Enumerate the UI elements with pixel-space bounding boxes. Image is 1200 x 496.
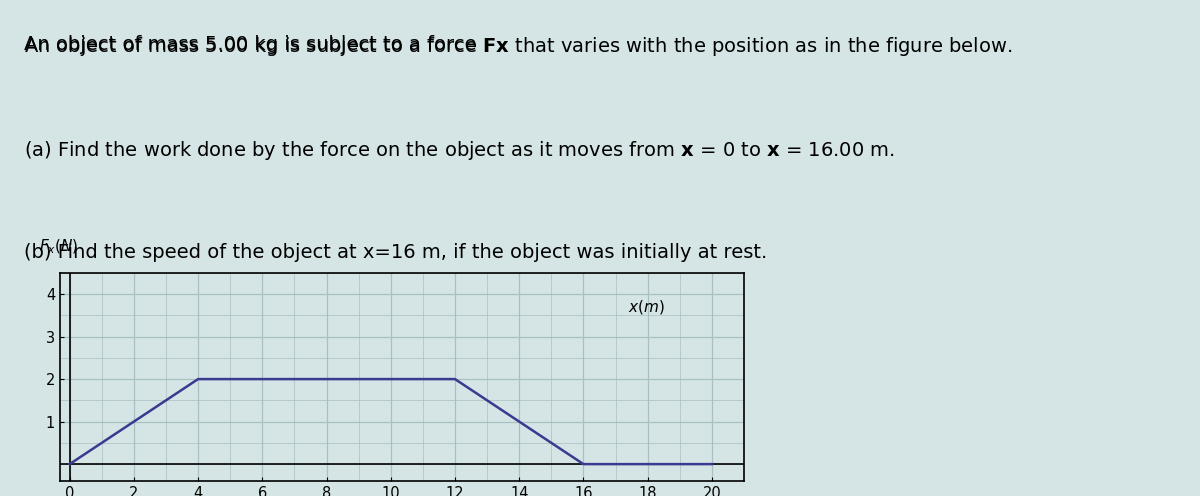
Text: (a) Find the work done by the force on the object as it moves from $\mathbf{x}$ : (a) Find the work done by the force on t… bbox=[24, 139, 895, 162]
Text: (b) Find the speed of the object at x=16 m, if the object was initially at rest.: (b) Find the speed of the object at x=16… bbox=[24, 243, 767, 262]
Text: $F_x(N)$: $F_x(N)$ bbox=[40, 238, 79, 256]
Text: An object of mass 5.00 kg is subject to a force $\mathbf{Fx}$ that varies with t: An object of mass 5.00 kg is subject to … bbox=[24, 35, 1013, 58]
Text: An object of mass 5.00 kg is subject to a force      that varies with the positi: An object of mass 5.00 kg is subject to … bbox=[24, 35, 1010, 54]
Text: An object of mass 5.00 kg is subject to a force: An object of mass 5.00 kg is subject to … bbox=[24, 35, 482, 54]
Text: $x(m)$: $x(m)$ bbox=[628, 298, 665, 316]
